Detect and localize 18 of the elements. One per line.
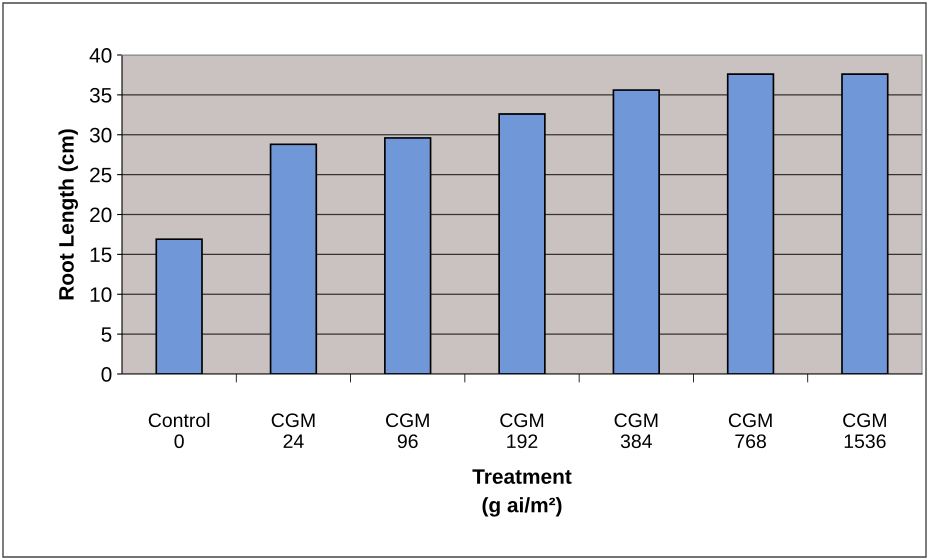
x-tick-label: CGM 1536 xyxy=(843,413,886,448)
x-tick-label: Control 0 xyxy=(148,412,210,448)
y-tick-label: 15 xyxy=(90,248,112,262)
x-tick-label: CGM 768 xyxy=(728,413,772,448)
y-tick-label: 5 xyxy=(102,327,112,342)
y-tick-label: 30 xyxy=(90,128,112,143)
y-tick-label: 25 xyxy=(90,168,112,182)
y-tick-label: 0 xyxy=(102,367,112,382)
y-tick-label: 10 xyxy=(90,287,112,302)
x-tick-label: CGM 96 xyxy=(386,413,429,448)
x-tick-label: CGM 192 xyxy=(500,413,544,448)
x-axis-title: Treatment (g ai/m²) xyxy=(472,469,572,517)
x-tick-label: CGM 384 xyxy=(614,413,658,448)
y-tick-label: 40 xyxy=(90,48,112,63)
y-tick-label: 35 xyxy=(90,88,112,103)
y-tick-label: 20 xyxy=(90,208,112,222)
x-tick-label: CGM 24 xyxy=(272,413,315,448)
y-axis-title: Root Length (cm) xyxy=(58,129,78,300)
